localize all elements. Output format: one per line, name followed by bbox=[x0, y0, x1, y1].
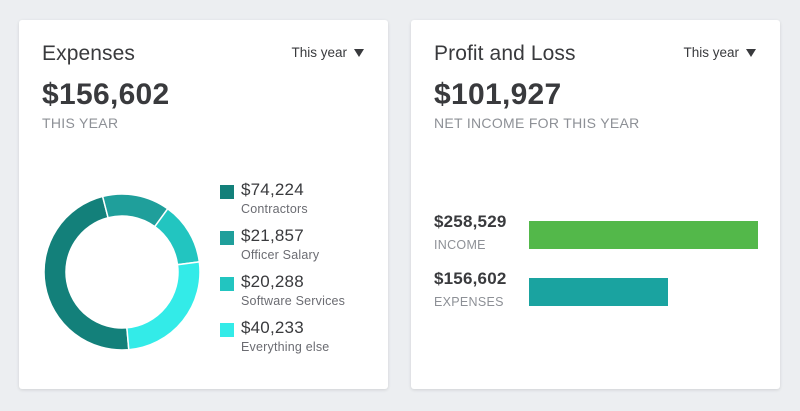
legend-item-software-services[interactable]: $20,288 Software Services bbox=[220, 272, 380, 318]
income-row[interactable]: $258,529 INCOME bbox=[434, 212, 764, 256]
legend-amount: $40,233 bbox=[241, 318, 304, 337]
expenses-title: Expenses bbox=[42, 42, 136, 65]
donut-slice-contractors[interactable] bbox=[43, 195, 130, 351]
legend-label: Software Services bbox=[241, 294, 346, 308]
net-income-amount: $101,927 bbox=[434, 78, 562, 111]
income-bar[interactable] bbox=[529, 221, 758, 249]
legend-amount: $74,224 bbox=[241, 180, 304, 199]
expenses-bar[interactable] bbox=[529, 278, 668, 306]
expenses-card: Expenses This year $156,602 THIS YEAR $7… bbox=[19, 20, 388, 389]
donut-slice-software-services[interactable] bbox=[153, 207, 201, 266]
income-amount: $258,529 bbox=[434, 212, 507, 231]
expenses-donut-chart[interactable] bbox=[42, 192, 202, 352]
expenses-row[interactable]: $156,602 EXPENSES bbox=[434, 269, 764, 313]
legend-swatch bbox=[220, 185, 234, 199]
expenses-total: $156,602 bbox=[42, 78, 170, 111]
donut-slice-everything-else[interactable] bbox=[126, 260, 201, 351]
legend-label: Officer Salary bbox=[241, 248, 320, 262]
legend-swatch bbox=[220, 323, 234, 337]
legend-amount: $21,857 bbox=[241, 226, 304, 245]
legend-item-everything-else[interactable]: $40,233 Everything else bbox=[220, 318, 380, 364]
expenses-legend: $74,224 Contractors $21,857 Officer Sala… bbox=[220, 180, 380, 364]
legend-label: Everything else bbox=[241, 340, 330, 354]
expenses-period-dropdown[interactable]: This year bbox=[291, 45, 364, 60]
legend-item-contractors[interactable]: $74,224 Contractors bbox=[220, 180, 380, 226]
caret-down-icon bbox=[746, 48, 756, 57]
legend-item-officer-salary[interactable]: $21,857 Officer Salary bbox=[220, 226, 380, 272]
profit-loss-period-label: This year bbox=[683, 45, 739, 60]
legend-amount: $20,288 bbox=[241, 272, 304, 291]
legend-swatch bbox=[220, 231, 234, 245]
expenses-bar-track bbox=[529, 278, 758, 306]
net-income-caption: NET INCOME FOR THIS YEAR bbox=[434, 115, 640, 131]
profit-loss-title: Profit and Loss bbox=[434, 42, 576, 65]
legend-swatch bbox=[220, 277, 234, 291]
expenses-label: EXPENSES bbox=[434, 295, 504, 309]
profit-loss-card: Profit and Loss This year $101,927 NET I… bbox=[411, 20, 780, 389]
income-label: INCOME bbox=[434, 238, 486, 252]
legend-label: Contractors bbox=[241, 202, 308, 216]
expenses-period-label: This year bbox=[291, 45, 347, 60]
caret-down-icon bbox=[354, 48, 364, 57]
income-bar-track bbox=[529, 221, 758, 249]
expenses-caption: THIS YEAR bbox=[42, 115, 119, 131]
profit-loss-period-dropdown[interactable]: This year bbox=[683, 45, 756, 60]
expenses-amount: $156,602 bbox=[434, 269, 507, 288]
